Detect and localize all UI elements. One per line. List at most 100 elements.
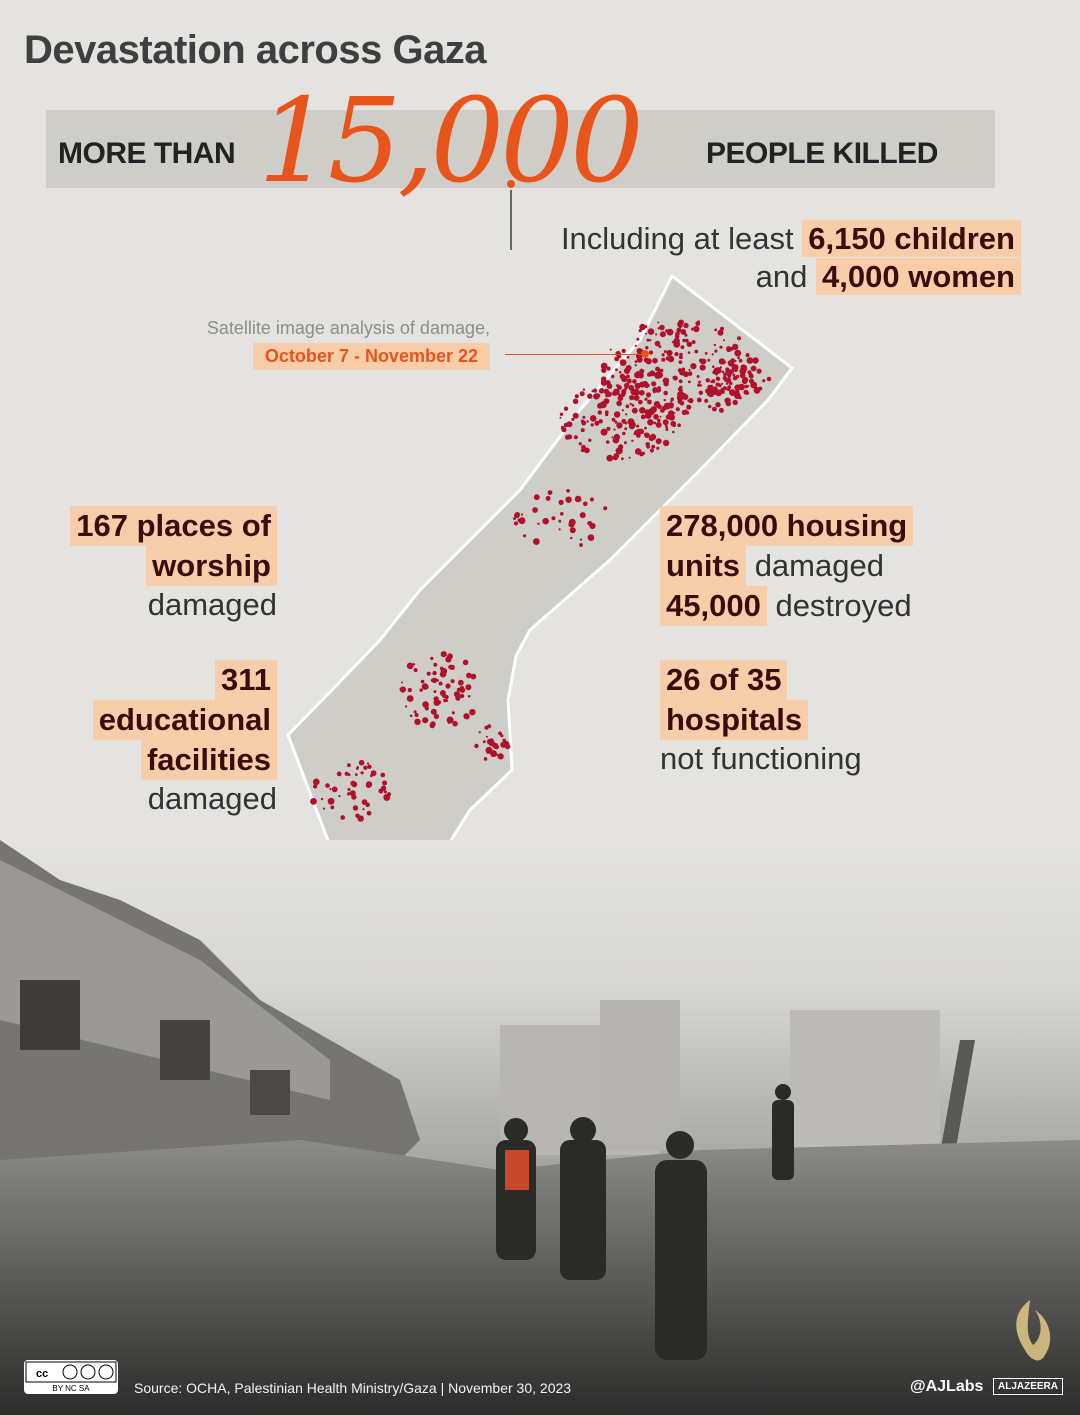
damage-spot [645,392,652,398]
damage-spot [698,390,703,395]
damage-spot [450,679,455,684]
damage-spot [598,419,603,424]
damage-spot [698,380,701,384]
damage-spot [639,357,643,360]
damage-spot [349,790,356,797]
damage-spot [445,683,451,689]
damage-spot [755,388,760,394]
damage-spot [606,426,611,431]
damage-spot [533,494,540,501]
damage-spot [734,390,740,396]
damage-spot [514,512,520,519]
damage-spot [310,798,317,805]
housing-hl2: units [660,546,747,586]
damage-spot [704,352,708,355]
damage-spot [340,815,346,820]
damage-spot [537,522,540,525]
svg-text:cc: cc [36,1368,48,1380]
damage-spot [646,338,650,342]
damage-spot [629,402,632,406]
damage-spot [678,319,684,326]
damage-spot [459,693,465,699]
damage-spot [559,412,564,416]
damage-spot [558,528,561,531]
damage-spot [574,394,579,399]
damage-spot [630,388,637,396]
damage-spot [676,327,682,333]
damage-spot [619,373,626,380]
damage-spot [624,427,628,431]
damage-spot [560,425,565,430]
damage-spot [551,516,556,521]
cc-license-text: BY NC SA [52,1384,90,1393]
damage-spot [347,792,351,796]
damage-spot [631,407,638,414]
damage-spot [579,538,583,541]
damage-spot [647,400,650,404]
damage-spot [681,367,686,372]
damage-spot [599,401,607,409]
damage-spot [640,414,646,420]
damage-spot [681,409,687,415]
damage-spot [637,399,643,405]
damage-spot [745,353,750,358]
damage-spot [680,329,687,335]
damage-spot [474,743,479,749]
damage-spot [619,444,623,448]
damage-spot [615,368,618,372]
damage-spot [628,381,631,384]
damage-spot [520,521,524,524]
damage-spot [690,363,697,370]
damage-spot [738,396,742,400]
damage-spot [421,683,429,690]
damage-spot [347,763,351,768]
damage-spot [612,436,620,444]
damage-spot [650,406,657,413]
damage-spot [686,341,693,347]
damage-spot [582,388,586,391]
damage-spot [721,370,725,374]
damage-spot [586,420,589,423]
children-count: 6,150 children [802,220,1021,257]
damage-spot [705,388,711,394]
damage-spot [731,364,739,371]
damage-spot [532,507,538,513]
damage-spot [625,404,630,409]
damage-spot [631,403,635,407]
damage-spot [485,735,488,738]
damage-spot [663,402,671,410]
damage-spot [433,713,440,720]
damage-spot [579,543,583,547]
damage-spot [356,766,360,769]
damage-spot [448,664,453,670]
damage-spot [609,348,612,351]
damage-spot [409,714,413,718]
women-count: 4,000 women [816,258,1021,295]
damage-spot [574,495,582,503]
damage-spot [344,771,349,776]
damage-spot [663,350,667,354]
damage-spot [484,725,489,730]
damage-spot [746,391,750,395]
damage-spot [723,372,727,377]
damage-spot [370,774,373,778]
damage-spot [722,339,725,342]
damage-spot [655,333,658,336]
damage-spot [715,402,721,408]
damage-spot [452,720,458,727]
damage-spot [594,420,600,426]
damage-spot [589,415,597,422]
damage-spot [424,706,429,711]
damage-spot [587,521,592,526]
damage-spot [626,355,630,359]
damage-spot [672,376,675,379]
education-rest: damaged [147,781,277,816]
damage-spot [431,677,438,683]
hospitals-hl2: hospitals [660,700,809,740]
damage-spot [606,454,614,462]
damage-spot [718,407,724,413]
damage-spot [741,378,748,385]
damage-spot [470,673,477,680]
damage-spot [581,444,586,450]
damage-spot [438,681,443,686]
